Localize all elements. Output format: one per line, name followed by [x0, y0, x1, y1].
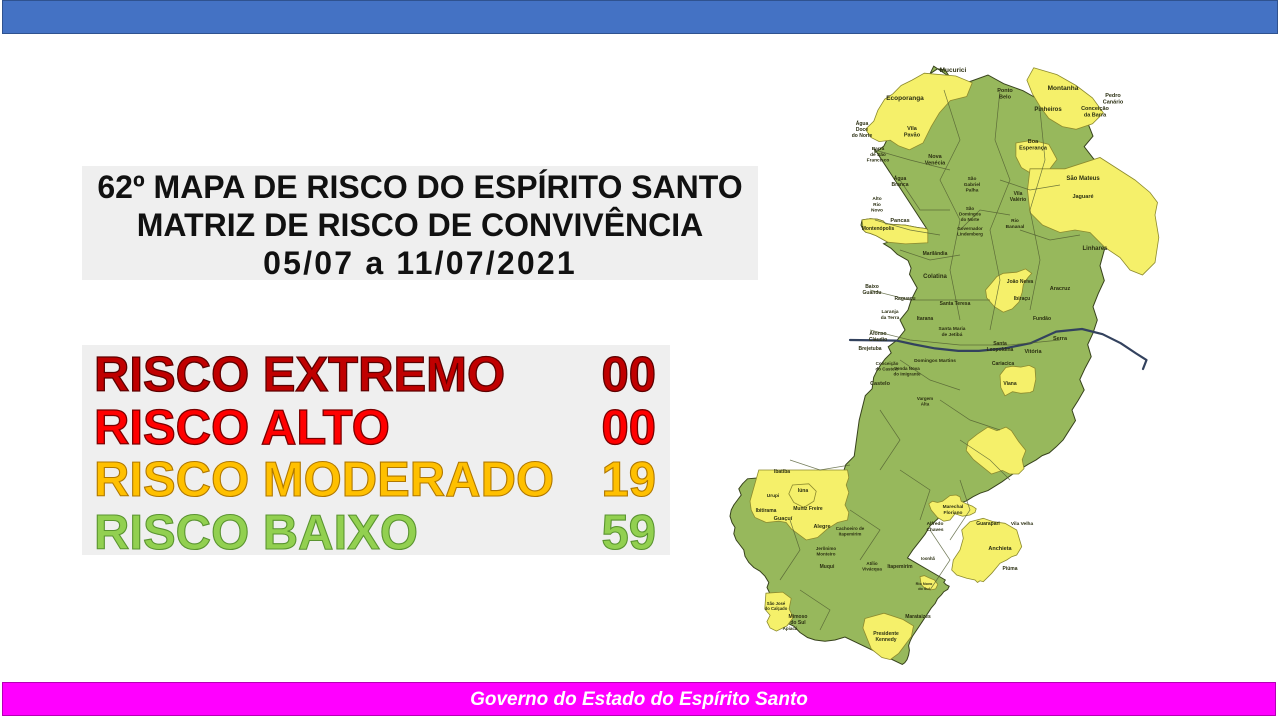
svg-text:Guarapari: Guarapari [976, 521, 1000, 527]
svg-text:Muqui: Muqui [820, 564, 835, 570]
svg-text:Vitória: Vitória [1024, 349, 1042, 355]
svg-text:Fundão: Fundão [1033, 316, 1051, 322]
svg-text:Vila Velha: Vila Velha [1011, 521, 1034, 527]
svg-text:Mucurici: Mucurici [940, 67, 967, 74]
svg-text:João Neiva: João Neiva [1007, 279, 1034, 285]
svg-text:Marataizes: Marataizes [905, 614, 931, 620]
svg-text:Urupi: Urupi [767, 493, 780, 499]
svg-text:São Mateus: São Mateus [1066, 176, 1100, 182]
svg-text:Ibiraçu: Ibiraçu [1014, 296, 1030, 302]
svg-text:Ecoporanga: Ecoporanga [886, 95, 924, 102]
svg-text:Marilândia: Marilândia [923, 251, 948, 257]
svg-text:Apiacá: Apiacá [783, 626, 798, 631]
svg-text:Brejetuba: Brejetuba [858, 346, 881, 352]
svg-text:Iúna: Iúna [798, 488, 808, 494]
svg-text:Linhares: Linhares [1082, 246, 1108, 252]
svg-text:Viana: Viana [1003, 381, 1016, 387]
svg-text:Muniz Freire: Muniz Freire [793, 506, 823, 512]
svg-text:Serra: Serra [1053, 336, 1068, 342]
svg-text:Ibatiba: Ibatiba [774, 469, 790, 475]
svg-text:Guaçuí: Guaçuí [774, 516, 793, 522]
svg-text:Montanha: Montanha [1048, 85, 1079, 92]
svg-text:Colatina: Colatina [923, 274, 947, 280]
svg-text:Piúma: Piúma [1002, 566, 1017, 572]
svg-text:Pinheiros: Pinheiros [1034, 107, 1062, 113]
svg-text:Ibitirama: Ibitirama [756, 508, 777, 514]
svg-text:Montenópolis: Montenópolis [862, 226, 895, 232]
svg-text:Pancas: Pancas [890, 218, 909, 224]
svg-text:Cariacica: Cariacica [992, 361, 1014, 367]
svg-text:Itapemirim: Itapemirim [887, 564, 913, 570]
svg-text:Alegre: Alegre [813, 524, 830, 530]
svg-text:Itarana: Itarana [917, 316, 934, 322]
svg-text:Castelo: Castelo [870, 381, 891, 387]
svg-text:Jaguaré: Jaguaré [1072, 194, 1093, 200]
svg-text:Santa Teresa: Santa Teresa [940, 301, 971, 307]
svg-text:Ioonhã: Ioonhã [921, 556, 935, 561]
svg-text:Raguaçu: Raguaçu [894, 296, 915, 302]
svg-text:Domingos Martins: Domingos Martins [914, 358, 956, 364]
svg-text:Aracruz: Aracruz [1050, 286, 1071, 292]
svg-text:Anchieta: Anchieta [988, 546, 1012, 552]
